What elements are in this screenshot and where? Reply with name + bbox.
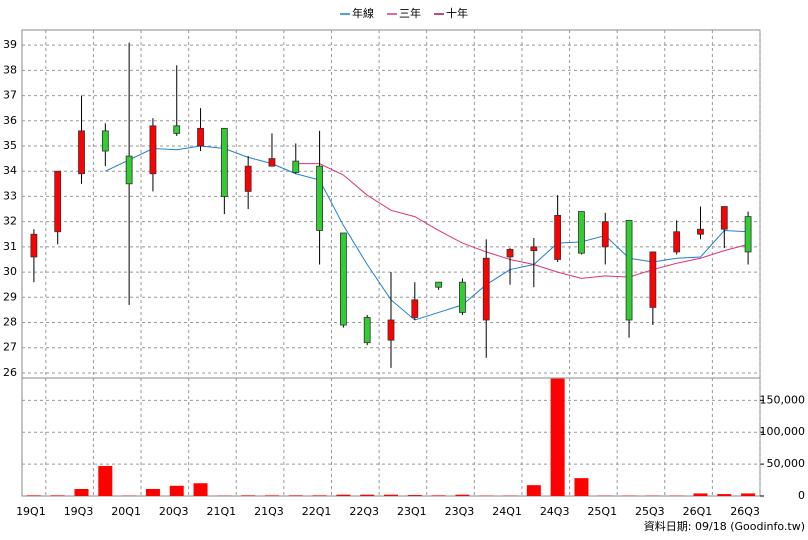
x-tick-label: 25Q3 — [635, 505, 665, 518]
volume-bar — [455, 494, 470, 496]
y-tick-label: 37 — [3, 89, 17, 102]
candle-body — [149, 125, 157, 175]
volume-bar — [407, 495, 422, 496]
candle-body — [244, 165, 252, 192]
x-tick-label: 26Q1 — [683, 505, 713, 518]
volume-bar — [693, 493, 708, 496]
candle-body — [101, 130, 109, 152]
candle-body — [673, 231, 681, 253]
volume-bar — [384, 494, 398, 496]
candle-body — [125, 155, 133, 185]
y2-tick-label: 150,000 — [760, 393, 806, 406]
candle-body — [411, 299, 419, 318]
candle-body — [506, 248, 514, 258]
y-tick-label: 38 — [3, 63, 17, 76]
x-tick-label: 23Q1 — [397, 505, 427, 518]
volume-bar — [264, 495, 279, 496]
volume-bar — [169, 485, 184, 496]
volume-bar — [360, 494, 375, 496]
candle-body — [339, 232, 347, 326]
y2-tick-label: 100,000 — [760, 425, 806, 438]
candle-body — [173, 125, 181, 134]
x-tick-label: 20Q1 — [111, 505, 141, 518]
volume-bar — [312, 495, 327, 496]
volume-bar — [717, 494, 732, 496]
candle-body — [292, 160, 300, 173]
legend-label: 三年 — [399, 6, 421, 20]
y-tick-label: 34 — [3, 164, 17, 177]
candle-body — [363, 317, 371, 344]
y-tick-label: 35 — [3, 139, 17, 152]
volume-bar — [526, 485, 541, 496]
candle-body — [387, 319, 395, 341]
candle-body — [30, 233, 38, 258]
volume-bar — [50, 495, 65, 496]
volume-bar — [336, 494, 351, 496]
x-tick-label: 23Q3 — [445, 505, 475, 518]
x-tick-label: 24Q3 — [540, 505, 570, 518]
candle-body — [697, 228, 704, 235]
x-tick-label: 26Q3 — [730, 505, 760, 518]
y-tick-label: 28 — [3, 316, 17, 329]
candle-body — [554, 214, 562, 260]
candle-body — [459, 281, 466, 313]
x-tick-label: 24Q1 — [492, 505, 522, 518]
volume-bar — [741, 493, 756, 496]
legend-label: 年線 — [352, 6, 374, 20]
candle-body — [316, 165, 323, 231]
x-tick-label: 22Q3 — [349, 505, 379, 518]
candle-body — [601, 221, 609, 248]
volume-bar — [74, 488, 89, 496]
candle-body — [78, 130, 85, 175]
x-tick-label: 25Q1 — [587, 505, 617, 518]
candle-body — [197, 127, 204, 147]
candle-body — [482, 257, 490, 321]
volume-bar — [431, 495, 446, 496]
x-tick-label: 21Q3 — [254, 505, 284, 518]
volume-bar — [574, 478, 589, 496]
legend-label: 十年 — [446, 6, 468, 20]
y-tick-label: 36 — [3, 114, 17, 127]
candle-body — [530, 246, 538, 252]
x-tick-label: 19Q3 — [64, 505, 94, 518]
candle-body — [435, 281, 443, 288]
x-tick-label: 20Q3 — [159, 505, 189, 518]
candle-body — [578, 211, 585, 254]
y2-tick-label: 50,000 — [767, 457, 806, 470]
ma-line — [105, 145, 749, 321]
footnote: 資料日期: 09/18 (Goodinfo.tw) — [644, 519, 805, 533]
volume-bar — [241, 495, 256, 496]
x-tick-label: 21Q1 — [207, 505, 237, 518]
x-tick-label: 19Q1 — [16, 505, 46, 518]
y-tick-label: 29 — [3, 290, 17, 303]
candle-body — [720, 206, 728, 230]
volume-bar — [26, 495, 41, 496]
volume-bar — [193, 483, 208, 496]
y-tick-label: 39 — [3, 38, 17, 51]
ma-line — [295, 163, 749, 279]
candle-body — [744, 216, 752, 253]
x-tick-label: 22Q1 — [302, 505, 332, 518]
y-tick-label: 31 — [3, 240, 17, 253]
candle-body — [268, 158, 276, 167]
candle-body — [54, 170, 62, 233]
y-tick-label: 26 — [3, 366, 17, 379]
candle-body — [649, 251, 657, 308]
y2-tick-label: 0 — [798, 489, 805, 502]
y-tick-label: 32 — [3, 215, 17, 228]
candle-body — [625, 219, 633, 321]
volume-bar — [288, 495, 303, 496]
volume-bar — [550, 378, 565, 496]
y-tick-label: 33 — [3, 189, 17, 202]
y-tick-label: 30 — [3, 265, 17, 278]
y-tick-label: 27 — [3, 341, 17, 354]
volume-bar — [98, 466, 113, 496]
candle-body — [220, 127, 228, 197]
volume-bar — [145, 488, 160, 496]
